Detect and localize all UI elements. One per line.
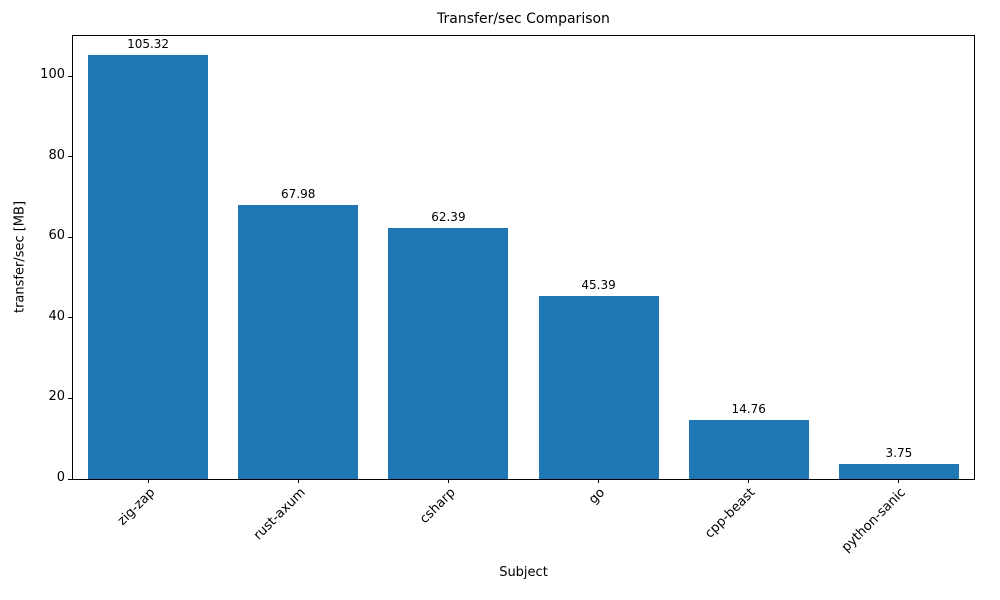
x-tick-mark	[598, 479, 600, 483]
y-tick-mark	[68, 236, 72, 238]
y-tick-mark	[68, 75, 72, 77]
y-tick-mark	[68, 397, 72, 399]
y-tick-label: 0	[56, 470, 65, 485]
y-tick-mark	[68, 478, 72, 480]
x-tick-mark	[447, 479, 449, 483]
y-tick-label: 40	[48, 308, 65, 324]
bar	[688, 419, 809, 479]
y-tick-mark	[68, 156, 72, 158]
bar-value-label: 105.32	[127, 36, 170, 51]
x-tick-mark	[898, 479, 900, 483]
x-tick-label: cpp-beast	[702, 485, 759, 542]
x-tick-mark	[147, 479, 149, 483]
y-tick-label: 60	[48, 228, 65, 244]
x-tick-label: rust-axum	[250, 485, 309, 544]
chart-title: Transfer/sec Comparison	[437, 11, 610, 27]
plot-area: 0 20 40 60 80 100 105.32 zig-zap 67.98 rust-axum 6…	[40, 35, 975, 555]
bar	[238, 205, 359, 479]
bar-value-label: 62.39	[431, 209, 466, 224]
y-tick-label: 80	[48, 147, 65, 163]
bar	[388, 227, 509, 479]
y-axis-label: transfer/sec [MB]	[12, 200, 28, 314]
x-tick-mark	[297, 479, 299, 483]
y-tick-label: 20	[48, 389, 65, 405]
x-tick-label: python-sanic	[838, 485, 909, 556]
bar-value-label: 67.98	[281, 187, 316, 202]
x-axis-label: Subject	[499, 565, 548, 580]
bar-value-label: 3.75	[885, 445, 913, 460]
x-tick-mark	[748, 479, 750, 483]
x-tick-label: go	[586, 485, 609, 508]
bar	[538, 296, 659, 479]
bar	[88, 54, 209, 479]
bar-value-label: 14.76	[731, 401, 766, 416]
x-tick-label: zig-zap	[114, 485, 158, 529]
y-tick-mark	[68, 317, 72, 319]
x-tick-label: csharp	[416, 485, 459, 527]
bar	[838, 463, 959, 479]
bar-value-label: 45.39	[581, 278, 616, 293]
y-tick-label: 100	[40, 67, 65, 83]
